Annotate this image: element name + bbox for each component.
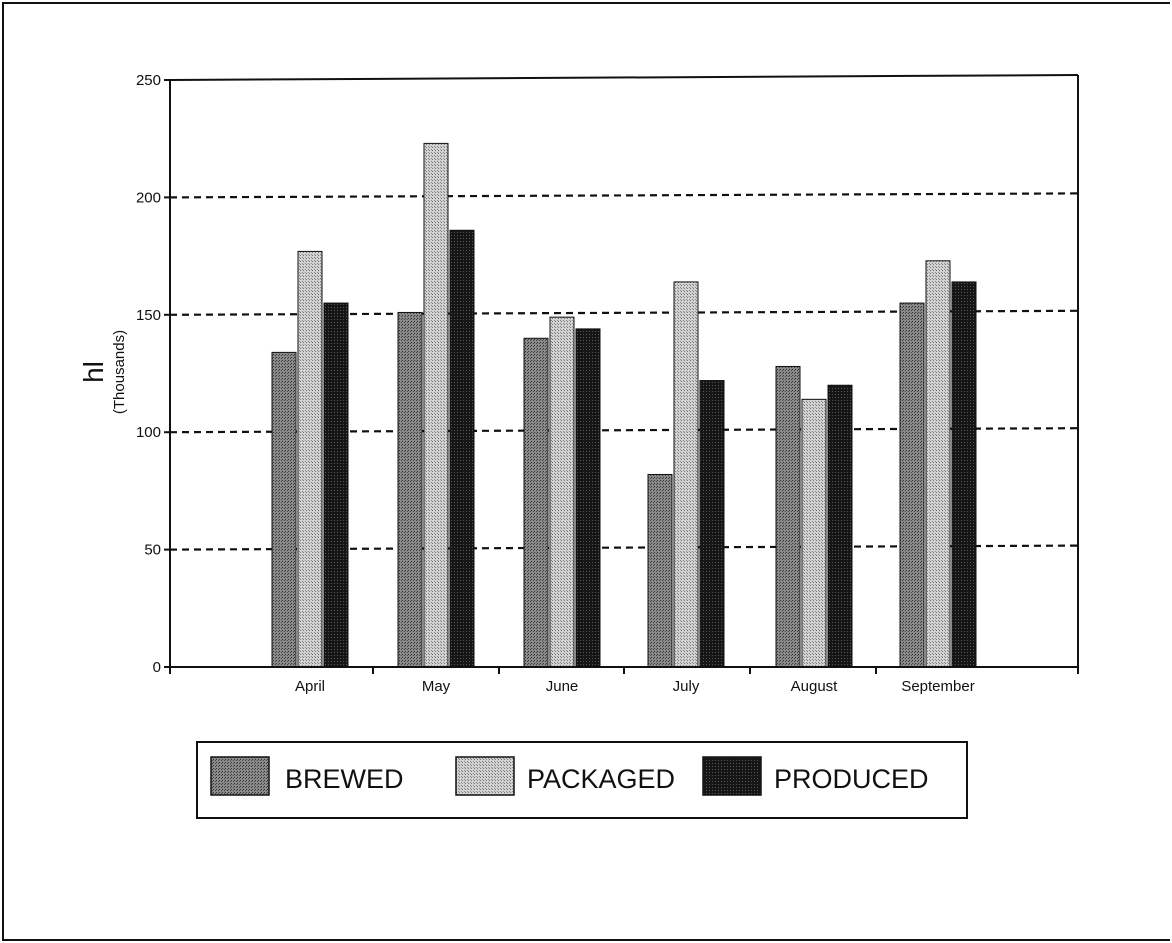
- x-tick-label: June: [546, 678, 579, 695]
- plot-top-border: [169, 74, 1079, 81]
- y-axis-title: hl: [78, 361, 109, 383]
- bar-produced-july: [699, 380, 725, 668]
- legend-swatch-produced: [702, 756, 762, 796]
- legend-label-packaged: PACKAGED: [527, 764, 675, 794]
- bar-packaged-april: [297, 250, 323, 668]
- bar-packaged-june: [549, 316, 575, 668]
- bars: [271, 142, 977, 668]
- ticks: 0 50 100 150 200 250 April May June July August Sep…: [136, 72, 1079, 695]
- x-tick-label: April: [295, 678, 325, 695]
- gridline: [169, 192, 1079, 199]
- y-tick-label: 100: [136, 424, 161, 441]
- bar-produced-april: [323, 302, 349, 668]
- y-tick-label: 0: [153, 659, 161, 676]
- bar-produced-september: [951, 281, 977, 668]
- bar-brewed-may: [397, 311, 423, 668]
- bar-packaged-august: [801, 398, 827, 668]
- bar-produced-june: [575, 328, 601, 668]
- legend-label-brewed: BREWED: [285, 764, 404, 794]
- y-tick-label: 150: [136, 307, 161, 324]
- bar-packaged-july: [673, 281, 699, 668]
- x-tick-label: August: [791, 678, 839, 695]
- bar-produced-may: [449, 229, 475, 668]
- y-tick-label: 50: [144, 542, 161, 559]
- y-tick-label: 250: [136, 72, 161, 89]
- bar-produced-august: [827, 384, 853, 668]
- y-tick-label: 200: [136, 189, 161, 206]
- legend-swatch-packaged: [455, 756, 515, 796]
- x-tick-label: September: [901, 678, 974, 695]
- x-tick-label: May: [422, 678, 451, 695]
- legend-swatch-brewed: [210, 756, 270, 796]
- bar-brewed-july: [647, 473, 673, 668]
- bar-brewed-april: [271, 351, 297, 668]
- legend-box: [196, 741, 968, 819]
- bar-brewed-august: [775, 365, 801, 668]
- legend-label-produced: PRODUCED: [774, 764, 929, 794]
- bar-packaged-may: [423, 142, 449, 668]
- legend: BREWED PACKAGED PRODUCED: [196, 741, 968, 819]
- bar-brewed-september: [899, 302, 925, 668]
- bar-brewed-june: [523, 337, 549, 668]
- y-axis-subtitle: (Thousands): [111, 330, 128, 414]
- x-tick-label: July: [673, 678, 700, 695]
- bar-packaged-september: [925, 260, 951, 668]
